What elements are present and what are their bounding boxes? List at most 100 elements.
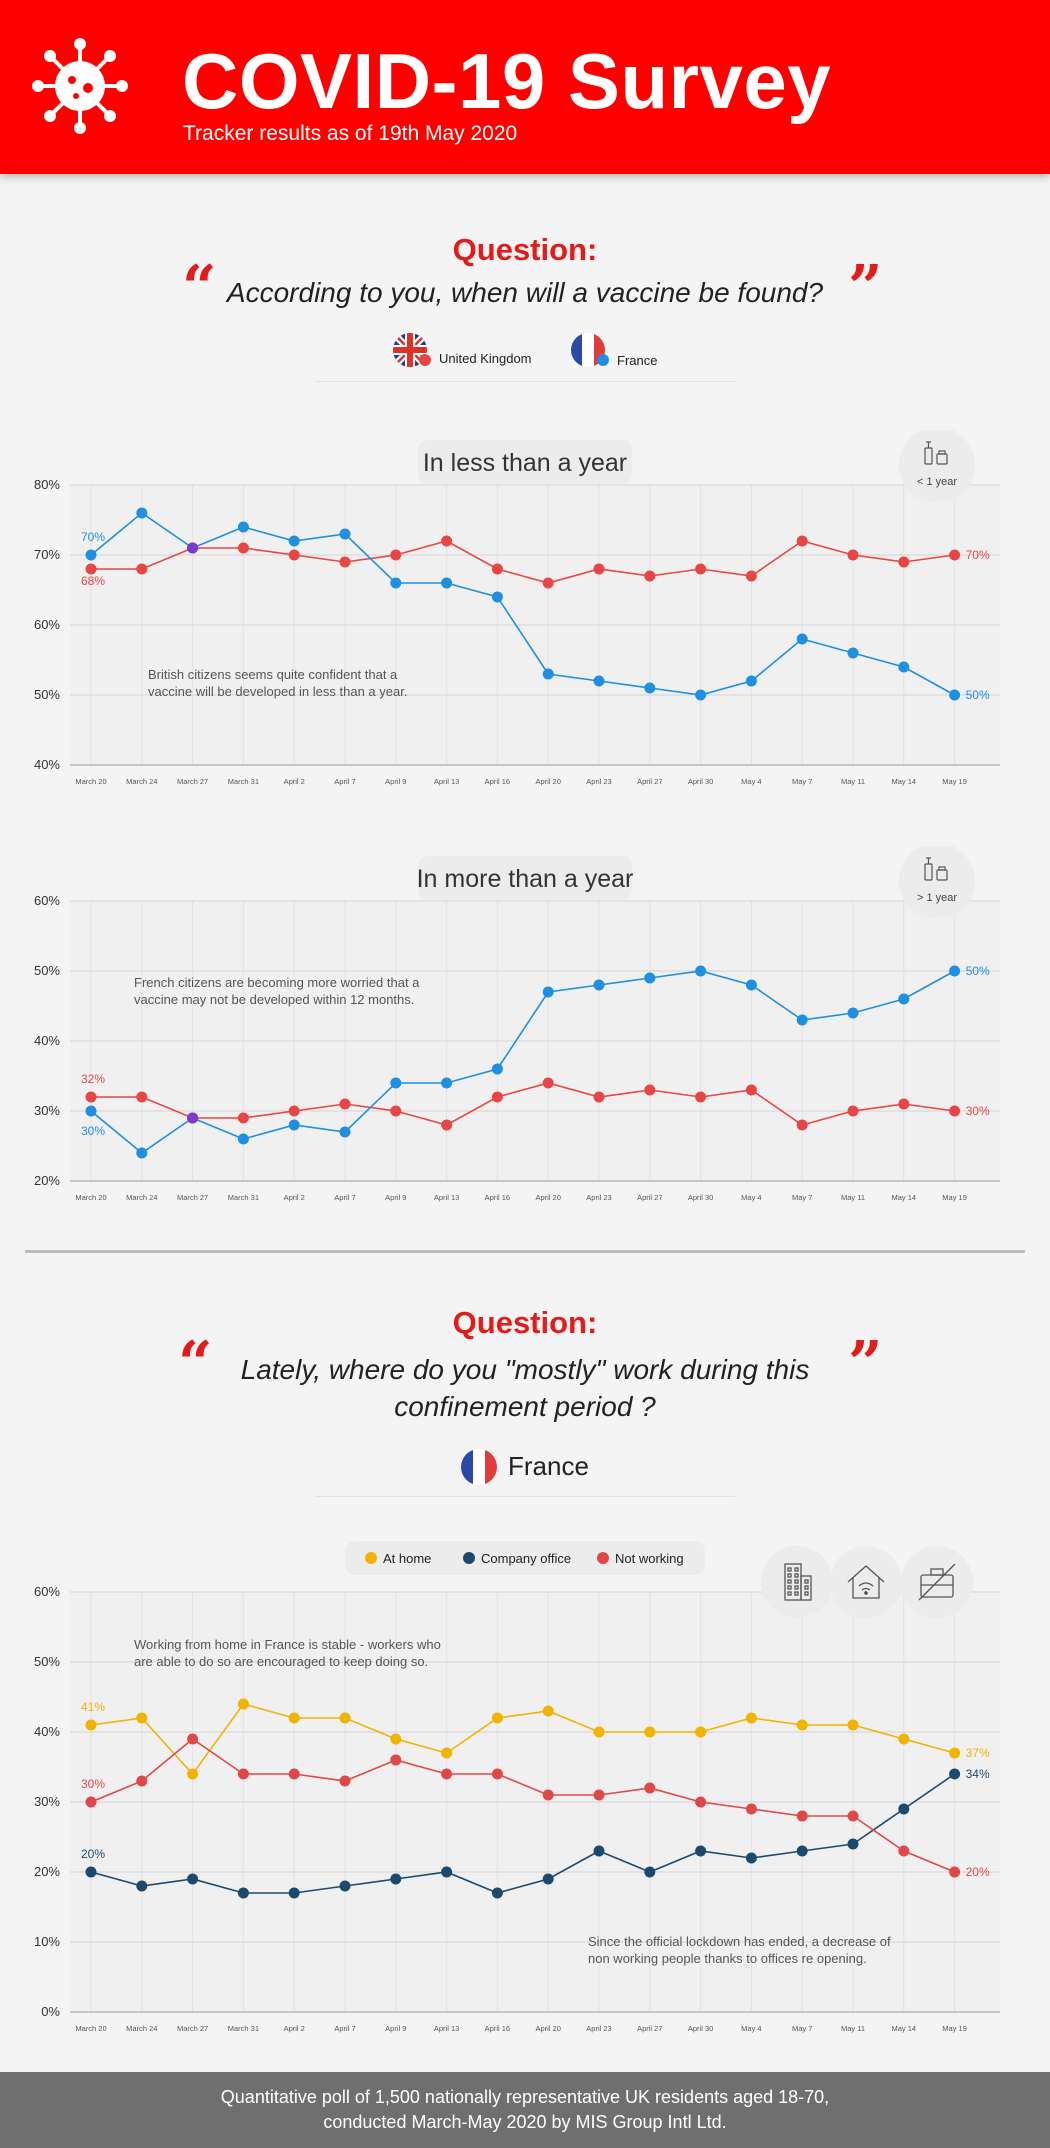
open-quote-icon: “: [182, 253, 217, 323]
header-banner: COVID-19 Survey Tracker results as of 19…: [0, 0, 1050, 174]
data-point: [441, 535, 453, 547]
y-tick-label: 50%: [34, 1654, 60, 1669]
question2-text-line1: Lately, where do you "mostly" work durin…: [240, 1354, 810, 1385]
chart-work-location: 0% 10% 20% 30% 40% 50% 60% March 20 March 24 Marc…: [34, 1541, 1000, 2033]
home-wifi-icon: [847, 1565, 885, 1599]
legend-uk-label: United Kingdom: [439, 351, 532, 366]
data-point: [593, 1091, 605, 1103]
question-text: According to you, when will a vaccine be…: [226, 277, 824, 308]
series-line: [91, 540, 955, 584]
data-point: [847, 647, 859, 659]
question-label: Question:: [452, 232, 598, 267]
data-point: [644, 1084, 656, 1096]
data-point: [441, 1866, 453, 1878]
data-point: [237, 1768, 249, 1780]
data-point: [136, 507, 148, 519]
x-tick-label: April 2: [284, 1193, 305, 1202]
x-tick-label: April 9: [385, 2024, 406, 2033]
data-point: [542, 577, 554, 589]
data-point: [136, 1147, 148, 1159]
x-tick-label: March 24: [126, 777, 157, 786]
x-tick-label: April 7: [334, 1193, 355, 1202]
last-value-label: 50%: [966, 964, 990, 978]
data-point: [390, 1873, 402, 1885]
series-line: [90, 1703, 955, 1776]
data-point: [187, 1873, 199, 1885]
last-value-label: 30%: [966, 1104, 990, 1118]
data-point: [237, 521, 249, 533]
x-tick-label: April 7: [334, 777, 355, 786]
data-point: [644, 1726, 656, 1738]
close-quote-icon: ”: [848, 1329, 883, 1399]
data-point: [542, 668, 554, 680]
legend-france-label: France: [617, 353, 658, 368]
chart-title: In more than a year: [417, 865, 634, 893]
data-point: [949, 1866, 961, 1878]
x-tick-label: April 30: [688, 1193, 713, 1202]
data-point: [187, 1768, 199, 1780]
data-point: [695, 1726, 707, 1738]
x-tick-label: April 23: [586, 777, 611, 786]
x-tick-label: May 7: [792, 1193, 812, 1202]
title-pill: [418, 440, 632, 484]
data-point: [390, 577, 402, 589]
divider: [315, 1496, 735, 1497]
x-tick-label: May 7: [792, 777, 812, 786]
data-point: [593, 1845, 605, 1857]
data-point: [745, 1803, 757, 1815]
title-pill: [418, 856, 632, 900]
chart-more-than-year: 20% 30% 40% 50% 60% March 20 March 24 March 27 M…: [34, 846, 1000, 1202]
country-label: France: [508, 1451, 589, 1481]
series-line: [90, 1737, 955, 1873]
x-tick-label: April 23: [586, 2024, 611, 2033]
data-point: [898, 1845, 910, 1857]
data-point: [644, 570, 656, 582]
x-tick-label: March 27: [177, 1193, 208, 1202]
x-tick-label: March 20: [75, 1193, 106, 1202]
data-point: [847, 1719, 859, 1731]
divider: [315, 381, 735, 382]
y-tick-label: 80%: [34, 477, 60, 492]
x-tick-label: April 30: [688, 777, 713, 786]
x-tick-label: March 24: [126, 2024, 157, 2033]
x-tick-label: April 9: [385, 777, 406, 786]
data-point: [542, 986, 554, 998]
data-point: [796, 633, 808, 645]
data-point: [745, 570, 757, 582]
vaccine-icon: [924, 857, 948, 881]
x-tick-label: April 23: [586, 1193, 611, 1202]
data-point: [593, 675, 605, 687]
badge-label: > 1 year: [917, 892, 957, 904]
data-point: [390, 1077, 402, 1089]
x-tick-label: March 27: [177, 777, 208, 786]
y-tick-label: 50%: [34, 687, 60, 702]
chart-less-than-year: 40% 50% 60% 70% 80% March 20 March 24 March 27 M…: [34, 430, 1000, 786]
data-point: [796, 1014, 808, 1026]
data-point: [847, 1838, 859, 1850]
data-point: [491, 1887, 503, 1899]
series-line: [90, 511, 955, 696]
first-value-label: 68%: [81, 574, 105, 588]
y-tick-label: 40%: [34, 1724, 60, 1739]
legend-label: At home: [383, 1551, 431, 1566]
data-point: [644, 972, 656, 984]
data-point: [593, 1726, 605, 1738]
data-point: [339, 1712, 351, 1724]
data-point: [441, 1768, 453, 1780]
x-tick-label: May 11: [841, 2024, 865, 2033]
y-tick-label: 10%: [34, 1934, 60, 1949]
data-point: [898, 1733, 910, 1745]
data-point: [949, 549, 961, 561]
data-point: [898, 556, 910, 568]
y-tick-label: 70%: [34, 547, 60, 562]
data-point: [390, 1105, 402, 1117]
y-tick-label: 60%: [34, 617, 60, 632]
data-point: [745, 675, 757, 687]
data-point: [695, 563, 707, 575]
data-point: [847, 1105, 859, 1117]
data-point: [288, 1768, 300, 1780]
data-point: [949, 1105, 961, 1117]
x-tick-label: April 2: [284, 777, 305, 786]
legend-pill: [345, 1541, 705, 1575]
data-point: [491, 1063, 503, 1075]
